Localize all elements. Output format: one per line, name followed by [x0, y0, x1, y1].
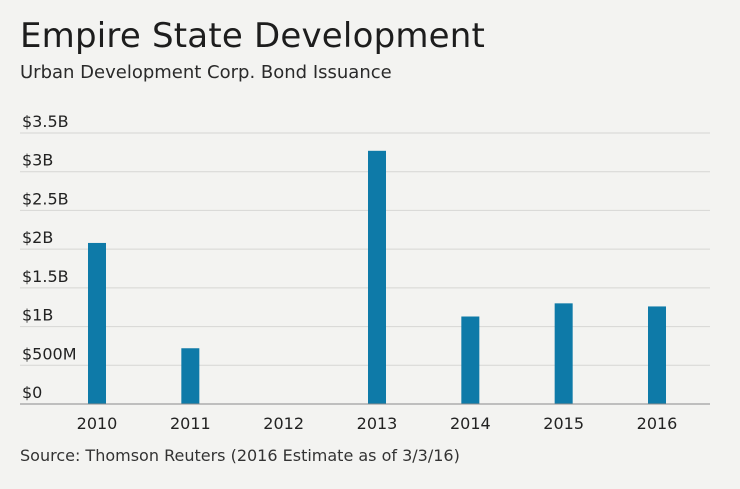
x-tick-label: 2013 — [357, 414, 398, 433]
x-tick-label: 2014 — [450, 414, 491, 433]
y-tick-label: $3.5B — [22, 112, 69, 131]
y-tick-label: $1B — [22, 306, 53, 325]
bars — [88, 150, 666, 404]
y-tick-label: $2.5B — [22, 189, 69, 208]
y-tick-label: $1.5B — [22, 267, 69, 286]
x-tick-label: 2015 — [543, 414, 584, 433]
chart-title: Empire State Development — [20, 16, 486, 56]
bar-2011 — [181, 348, 200, 404]
x-tick-label: 2016 — [637, 414, 678, 433]
y-axis-tick-labels: $0 $500M $1B $1.5B $2B $2.5B $3B $3.5B — [22, 112, 77, 402]
y-tick-label: $0 — [22, 383, 42, 402]
x-tick-label: 2011 — [170, 414, 211, 433]
bar-2015 — [554, 303, 573, 404]
gridlines — [20, 132, 710, 366]
x-tick-label: 2012 — [263, 414, 304, 433]
y-tick-label: $2B — [22, 228, 53, 247]
bar-2013 — [368, 150, 386, 404]
x-axis-tick-labels: 2010 2011 2012 2013 2014 2015 2016 — [77, 414, 678, 433]
y-tick-label: $3B — [22, 151, 53, 170]
x-tick-label: 2010 — [77, 414, 118, 433]
bar-2014 — [461, 316, 480, 404]
y-tick-label: $500M — [22, 344, 77, 363]
bar-2010 — [88, 242, 106, 404]
chart-source-note: Source: Thomson Reuters (2016 Estimate a… — [20, 446, 460, 465]
bar-2016 — [648, 306, 666, 404]
chart-subtitle: Urban Development Corp. Bond Issuance — [20, 62, 392, 83]
